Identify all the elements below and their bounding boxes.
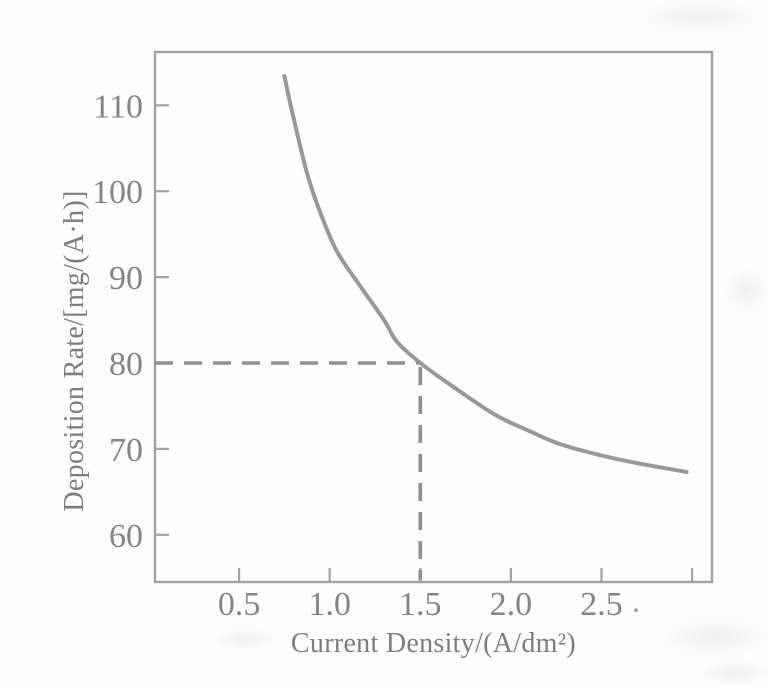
x-tick-label: 2.5: [580, 586, 623, 623]
x-tick-label: 1.0: [308, 586, 351, 623]
y-tick-label: 60: [109, 518, 143, 555]
y-axis-title: Deposition Rate/[mg/(A·h)]: [59, 190, 90, 512]
print-artifact-dot: .: [632, 583, 641, 620]
x-tick-label: 1.5: [399, 586, 442, 623]
y-tick-label: 110: [93, 88, 143, 125]
plot-frame: [153, 50, 714, 584]
y-tick-label: 70: [109, 432, 143, 469]
y-tick-label: 80: [109, 346, 143, 383]
deposition-curve: [282, 74, 689, 474]
y-tick-label: 100: [92, 174, 143, 211]
x-tick-label: 2.0: [490, 586, 533, 623]
x-tick-label: 0.5: [218, 586, 261, 623]
y-tick-label: 90: [109, 260, 143, 297]
x-axis-title: Current Density/(A/dm²): [290, 628, 577, 659]
